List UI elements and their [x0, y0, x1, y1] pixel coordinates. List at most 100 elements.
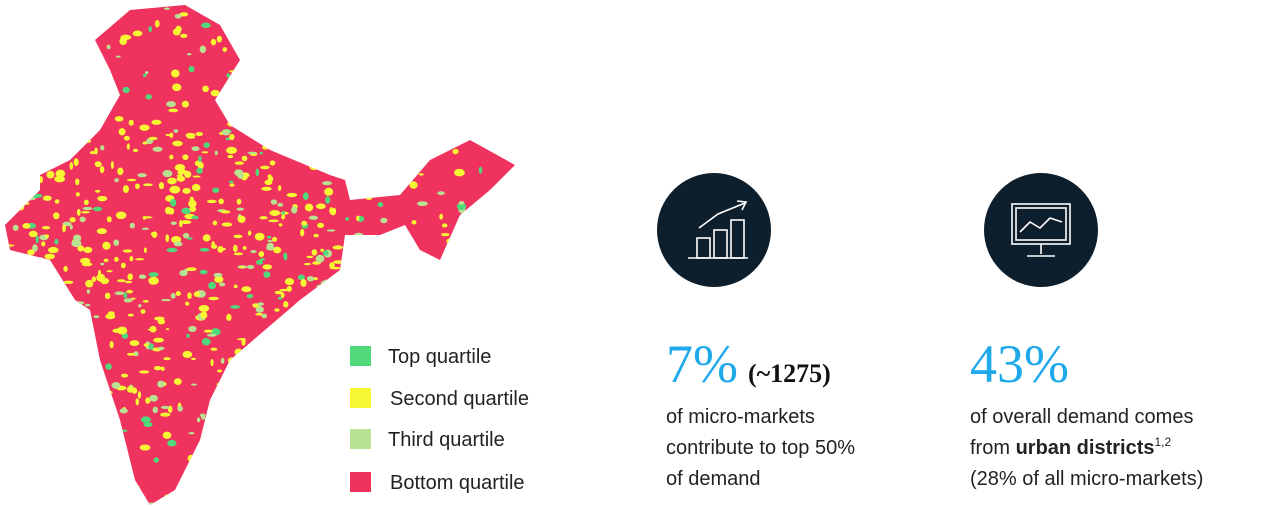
map-region — [409, 181, 418, 189]
map-region — [270, 199, 278, 205]
map-region — [212, 486, 222, 489]
map-region — [99, 165, 105, 174]
map-region — [375, 134, 384, 140]
map-region — [63, 280, 74, 284]
map-region — [308, 54, 314, 58]
map-region — [109, 340, 114, 349]
map-region — [222, 47, 228, 52]
map-region — [77, 245, 85, 252]
map-region — [332, 468, 337, 472]
map-region — [235, 372, 243, 377]
map-region — [288, 135, 295, 139]
map-region — [233, 284, 238, 289]
map-region — [302, 192, 309, 201]
map-region — [339, 138, 348, 146]
map-region — [266, 235, 272, 239]
map-region — [145, 71, 149, 75]
map-region — [188, 432, 195, 435]
map-region — [11, 263, 18, 268]
map-region — [145, 94, 152, 100]
map-region — [165, 133, 170, 137]
map-region — [226, 73, 231, 78]
map-region — [258, 250, 265, 258]
map-region — [324, 320, 331, 326]
map-region — [22, 202, 30, 205]
map-region — [110, 464, 122, 471]
map-region — [48, 69, 53, 75]
map-region — [225, 137, 231, 141]
map-region — [148, 26, 152, 33]
map-region — [173, 241, 183, 247]
map-region — [294, 474, 298, 482]
map-region — [394, 236, 402, 240]
map-region — [122, 86, 130, 94]
map-region — [46, 388, 55, 394]
map-region — [324, 187, 334, 196]
map-region — [241, 286, 252, 293]
map-region — [179, 269, 188, 277]
map-region — [92, 206, 103, 212]
map-region — [413, 89, 421, 94]
map-region — [482, 57, 487, 63]
map-region — [302, 452, 308, 461]
map-region — [229, 70, 239, 73]
map-region — [126, 143, 130, 150]
map-region — [404, 453, 414, 457]
map-region — [165, 328, 170, 331]
map-region — [182, 350, 193, 359]
map-region — [303, 338, 307, 344]
map-region — [71, 239, 82, 248]
map-region — [122, 185, 129, 194]
map-region — [341, 292, 346, 301]
map-region — [474, 333, 484, 341]
map-region — [27, 249, 35, 256]
map-region — [210, 358, 214, 367]
map-region — [365, 459, 374, 464]
map-region — [276, 128, 287, 134]
map-region — [232, 425, 243, 429]
map-region — [204, 456, 212, 461]
map-region — [255, 359, 266, 362]
map-region — [100, 414, 112, 419]
map-region — [115, 211, 127, 220]
map-region — [344, 161, 350, 166]
map-region — [39, 115, 43, 122]
map-region — [431, 462, 440, 470]
map-region — [84, 303, 91, 307]
map-region — [339, 440, 345, 448]
map-region — [75, 362, 87, 368]
map-region — [5, 126, 13, 131]
map-region — [16, 378, 22, 385]
map-region — [197, 5, 209, 10]
map-region — [319, 468, 330, 475]
map-region — [409, 59, 415, 65]
map-region — [111, 381, 121, 389]
map-region — [116, 326, 128, 335]
map-region — [11, 116, 21, 122]
map-region — [56, 85, 66, 91]
map-region — [76, 434, 80, 442]
map-region — [169, 132, 174, 138]
map-region — [332, 314, 341, 323]
map-region — [466, 302, 471, 305]
map-region — [466, 26, 472, 30]
map-region — [303, 159, 310, 165]
map-region — [26, 33, 34, 41]
map-region — [444, 318, 449, 325]
map-region — [48, 153, 54, 161]
map-region — [415, 74, 422, 78]
map-region — [217, 417, 227, 421]
map-region — [367, 5, 373, 7]
map-region — [212, 187, 220, 193]
map-region — [187, 292, 192, 299]
map-region — [9, 194, 19, 203]
map-region — [27, 315, 33, 321]
map-region — [341, 332, 347, 338]
map-region — [269, 327, 278, 334]
map-region — [114, 256, 119, 262]
map-region — [122, 249, 133, 253]
map-region — [38, 257, 44, 261]
map-region — [86, 289, 91, 294]
map-region — [279, 38, 289, 46]
map-region — [493, 285, 504, 291]
